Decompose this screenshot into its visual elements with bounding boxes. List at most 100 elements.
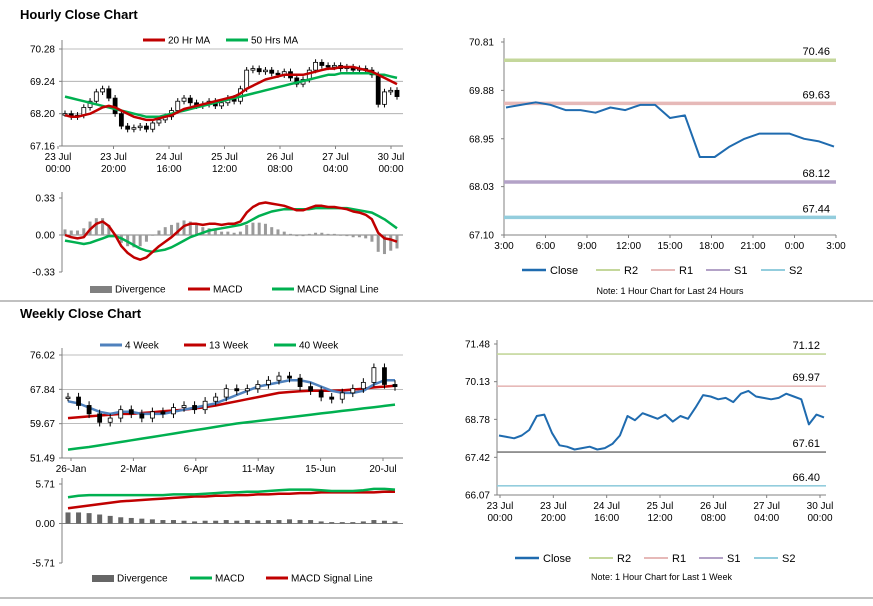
hourly-signal-line bbox=[64, 206, 398, 254]
hourly-divergence-bar bbox=[295, 235, 299, 237]
weekly-ma4-line bbox=[67, 379, 395, 416]
weekly-price-candle bbox=[329, 396, 335, 400]
hourly-price-xtick-label-line: 04:00 bbox=[323, 164, 348, 175]
weekly-divergence-bar bbox=[244, 520, 250, 524]
weekly-divergence-bar bbox=[318, 521, 324, 524]
hourly-price-xtick-label: 26 Jul 08:00 bbox=[267, 152, 294, 175]
weekly-levels-xtick-label: 23 Jul 00:00 bbox=[487, 501, 514, 524]
hourly-levels-legend-label: R2 bbox=[624, 265, 638, 277]
weekly-price-xtick-label: 11-May bbox=[242, 464, 275, 475]
hourly-divergence-bar bbox=[213, 229, 217, 235]
hourly-levels-note: Note: 1 Hour Chart for Last 24 Hours bbox=[596, 286, 744, 296]
hourly-price-candle bbox=[181, 97, 187, 102]
hourly-divergence-bar bbox=[339, 235, 343, 236]
weekly-levels-xtick-label-line: 04:00 bbox=[754, 513, 779, 524]
weekly-price-candle bbox=[128, 409, 134, 415]
weekly-levels-ytick-label: 68.78 bbox=[465, 415, 490, 426]
weekly-divergence-bar bbox=[223, 520, 229, 524]
hourly-levels-xtick-label: 0:00 bbox=[785, 241, 805, 252]
weekly-levels-xtick-label: 27 Jul 04:00 bbox=[753, 501, 780, 524]
weekly-price-candle bbox=[213, 396, 219, 402]
weekly-price-candle bbox=[171, 407, 176, 415]
weekly-levels-xtick-label: 30 Jul 00:00 bbox=[807, 501, 834, 524]
weekly-levels-close-line bbox=[498, 389, 825, 451]
hourly-legend-signal-label: MACD Signal Line bbox=[297, 285, 379, 296]
weekly-levels-legend-label: S1 bbox=[727, 553, 740, 565]
hourly-levels-legend-label: R1 bbox=[679, 265, 693, 277]
weekly-levels-xtick-label-line: 08:00 bbox=[701, 513, 726, 524]
hourly-divergence-bar bbox=[364, 235, 368, 239]
hourly-price-ytick-label: 69.24 bbox=[30, 77, 55, 88]
hourly-price-candle bbox=[106, 88, 112, 99]
weekly-price-candle bbox=[139, 413, 145, 419]
hourly-levels-ytick-label: 67.10 bbox=[469, 231, 494, 242]
hourly-price-candle bbox=[137, 125, 143, 129]
hourly-price-xtick-label-line: 20:00 bbox=[101, 164, 126, 175]
weekly-divergence-bar bbox=[118, 517, 124, 524]
weekly-price-candle bbox=[149, 411, 155, 419]
hourly-levels-xtick-label-line: 3:00 bbox=[494, 241, 514, 252]
hourly-price-xtick-label-line: 00:00 bbox=[45, 164, 70, 175]
weekly-divergence-bar bbox=[371, 520, 377, 524]
hourly-levels-xtick-label: 3:00 bbox=[494, 241, 514, 252]
hourly-divergence-bar bbox=[282, 231, 286, 235]
hourly-levels-xtick-label-line: 3:00 bbox=[826, 241, 846, 252]
hourly-levels-r2-label: 70.46 bbox=[802, 46, 830, 58]
hourly-levels-xtick-label-line: 15:00 bbox=[657, 241, 682, 252]
hourly-price-candle bbox=[175, 100, 181, 111]
weekly-price-xtick-label: 6-Apr bbox=[184, 464, 209, 475]
hourly-divergence-bar bbox=[144, 235, 148, 242]
hourly-divergence-bar bbox=[251, 222, 255, 235]
hourly-macd-ytick-label: 0.33 bbox=[36, 194, 56, 205]
weekly-levels-xtick-label-line: 00:00 bbox=[487, 513, 512, 524]
weekly-levels-ytick-label: 66.07 bbox=[465, 491, 490, 502]
weekly-levels-xtick-label-line: 20:00 bbox=[541, 513, 566, 524]
hourly-divergence-bar bbox=[289, 233, 293, 235]
hourly-price-xtick-label-line: 00:00 bbox=[378, 164, 403, 175]
weekly-divergence-bar bbox=[234, 520, 240, 524]
weekly-levels-xtick-label-line: 16:00 bbox=[594, 513, 619, 524]
weekly-levels-s2-label: 66.40 bbox=[792, 472, 820, 484]
hourly-divergence-bar bbox=[370, 235, 374, 242]
hourly-price-xtick-label-line: 30 Jul bbox=[378, 152, 405, 163]
hourly-price-candle bbox=[144, 125, 149, 130]
hourly-divergence-bar bbox=[357, 235, 361, 238]
weekly-levels-legend-label: S2 bbox=[782, 553, 795, 565]
hourly-price-xtick-label: 24 Jul 16:00 bbox=[156, 152, 183, 175]
weekly-price-xtick-label-line: 11-May bbox=[242, 464, 275, 475]
weekly-price-xtick-label-line: 26-Jan bbox=[56, 464, 87, 475]
hourly-legend-ma50-label: 50 Hrs MA bbox=[251, 36, 299, 47]
hourly-divergence-bar bbox=[76, 230, 80, 235]
hourly-divergence-bar bbox=[220, 231, 224, 235]
hourly-divergence-bar bbox=[94, 218, 98, 235]
weekly-price-candle bbox=[65, 396, 71, 399]
hourly-price-candle bbox=[125, 125, 131, 130]
weekly-levels-note: Note: 1 Hour Chart for Last 1 Week bbox=[591, 572, 732, 582]
weekly-divergence-bar bbox=[276, 520, 282, 524]
weekly-price-candle bbox=[308, 386, 314, 392]
hourly-price-candle bbox=[331, 65, 337, 68]
hourly-divergence-bar bbox=[395, 235, 399, 249]
weekly-divergence-bar bbox=[170, 520, 176, 524]
hourly-legend-divergence-label: Divergence bbox=[115, 285, 166, 296]
hourly-price-xtick-label-line: 08:00 bbox=[267, 164, 292, 175]
hourly-price-xtick-label-line: 12:00 bbox=[212, 164, 237, 175]
weekly-levels-s1-label: 67.61 bbox=[792, 438, 820, 450]
hourly-legend-divergence-swatch bbox=[90, 286, 112, 293]
weekly-levels-r2-label: 71.12 bbox=[792, 340, 820, 352]
hourly-price-candle bbox=[275, 72, 281, 76]
hourly-price-xtick-label: 23 Jul 20:00 bbox=[100, 152, 127, 175]
weekly-price-xtick-label-line: 15-Jun bbox=[305, 464, 336, 475]
hourly-divergence-bar bbox=[188, 221, 192, 235]
hourly-price-xtick-label: 23 Jul 00:00 bbox=[45, 152, 72, 175]
weekly-levels-xtick-label: 23 Jul 20:00 bbox=[540, 501, 567, 524]
weekly-divergence-bar bbox=[308, 520, 314, 524]
hourly-levels-xtick-label: 21:00 bbox=[740, 241, 765, 252]
weekly-divergence-bar bbox=[339, 522, 345, 524]
hourly-price-candle bbox=[244, 69, 250, 90]
hourly-price-candle bbox=[250, 68, 256, 71]
weekly-legend-ma40-label: 40 Week bbox=[299, 341, 339, 352]
weekly-levels-ytick-label: 67.42 bbox=[465, 453, 490, 464]
weekly-legend-divergence-swatch bbox=[92, 575, 114, 582]
